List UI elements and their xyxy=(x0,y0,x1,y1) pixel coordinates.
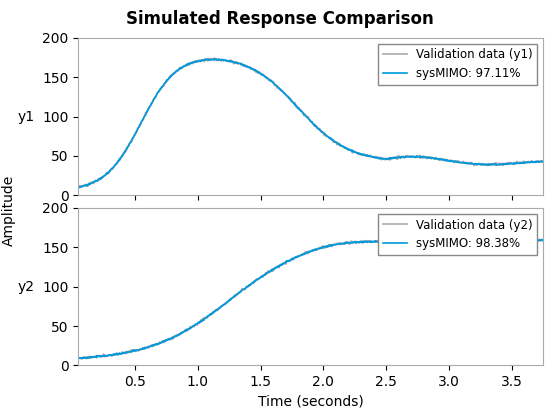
Y-axis label: y2: y2 xyxy=(17,280,34,294)
Validation data (y2) xyxy=(123,350,130,355)
sysMIMO: 98.38%: (1.55, 117): 98.38%: (1.55, 117) xyxy=(263,270,270,276)
Line: Validation data (y1): Validation data (y1) xyxy=(78,58,543,187)
sysMIMO: 97.11%: (3.01, 43.3): 97.11%: (3.01, 43.3) xyxy=(446,159,453,164)
sysMIMO: 97.11%: (3.75, 43): 97.11%: (3.75, 43) xyxy=(540,159,547,164)
sysMIMO: 97.11%: (0.05, 9.52): 97.11%: (0.05, 9.52) xyxy=(75,185,82,190)
sysMIMO: 98.38%: (2.59, 157): 98.38%: (2.59, 157) xyxy=(395,239,402,244)
Line: sysMIMO: 97.11%: sysMIMO: 97.11% xyxy=(78,59,543,188)
Validation data (y2) xyxy=(280,262,287,267)
Validation data (y2) xyxy=(540,239,547,244)
sysMIMO: 98.38%: (1.68, 130): 98.38%: (1.68, 130) xyxy=(280,260,287,265)
Line: Validation data (y2): Validation data (y2) xyxy=(78,239,543,359)
Legend: Validation data (y2), sysMIMO: 98.38%: Validation data (y2), sysMIMO: 98.38% xyxy=(378,214,537,255)
Validation data (y2) xyxy=(438,238,445,243)
Validation data (y1) xyxy=(438,157,445,162)
Text: Amplitude: Amplitude xyxy=(1,174,16,246)
Validation data (y2) xyxy=(75,355,82,360)
Validation data (y1) xyxy=(447,159,454,164)
Validation data (y1) xyxy=(540,159,547,164)
sysMIMO: 97.11%: (0.428, 57.3): 97.11%: (0.428, 57.3) xyxy=(123,147,129,152)
Validation data (y2) xyxy=(263,271,270,276)
sysMIMO: 97.11%: (2.94, 45.2): 97.11%: (2.94, 45.2) xyxy=(438,157,445,162)
Text: Simulated Response Comparison: Simulated Response Comparison xyxy=(126,10,434,29)
sysMIMO: 98.38%: (0.05, 9.86): 98.38%: (0.05, 9.86) xyxy=(75,355,82,360)
Validation data (y1) xyxy=(77,185,84,190)
sysMIMO: 97.11%: (2.59, 48.1): 97.11%: (2.59, 48.1) xyxy=(395,155,402,160)
Validation data (y1) xyxy=(123,147,130,152)
Line: sysMIMO: 98.38%: sysMIMO: 98.38% xyxy=(78,239,543,358)
sysMIMO: 98.38%: (0.0648, 8.89): 98.38%: (0.0648, 8.89) xyxy=(77,356,83,361)
Validation data (y1) xyxy=(395,155,402,160)
sysMIMO: 98.38%: (3.75, 159): 98.38%: (3.75, 159) xyxy=(540,238,547,243)
sysMIMO: 97.11%: (1.55, 149): 97.11%: (1.55, 149) xyxy=(263,75,270,80)
Validation data (y1) xyxy=(75,184,82,189)
Validation data (y1) xyxy=(281,90,287,95)
sysMIMO: 98.38%: (3.01, 158): 98.38%: (3.01, 158) xyxy=(446,239,453,244)
sysMIMO: 97.11%: (1.14, 173): 97.11%: (1.14, 173) xyxy=(212,56,218,61)
X-axis label: Time (seconds): Time (seconds) xyxy=(258,395,363,409)
Validation data (y1) xyxy=(264,75,270,80)
Y-axis label: y1: y1 xyxy=(17,110,34,123)
Validation data (y1) xyxy=(211,55,218,60)
sysMIMO: 98.38%: (2.94, 159): 98.38%: (2.94, 159) xyxy=(438,238,445,243)
Validation data (y2) xyxy=(446,239,453,244)
sysMIMO: 98.38%: (0.431, 15.7): 98.38%: (0.431, 15.7) xyxy=(123,351,130,356)
sysMIMO: 98.38%: (3.65, 160): 98.38%: (3.65, 160) xyxy=(528,237,534,242)
Validation data (y2) xyxy=(395,239,402,244)
sysMIMO: 97.11%: (1.68, 130): 97.11%: (1.68, 130) xyxy=(280,90,287,95)
Validation data (y2) xyxy=(516,236,522,241)
Validation data (y2) xyxy=(78,357,85,362)
Legend: Validation data (y1), sysMIMO: 97.11%: Validation data (y1), sysMIMO: 97.11% xyxy=(378,44,537,85)
